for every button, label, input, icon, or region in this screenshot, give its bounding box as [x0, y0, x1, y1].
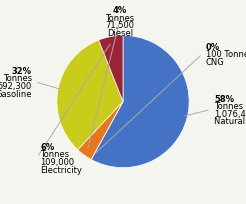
Wedge shape — [99, 36, 123, 102]
Text: CNG: CNG — [206, 58, 224, 67]
Text: 109,000: 109,000 — [40, 157, 75, 166]
Text: Tonnes: Tonnes — [40, 150, 69, 159]
Wedge shape — [91, 102, 123, 160]
Text: 32%: 32% — [12, 67, 32, 75]
Text: Tonnes: Tonnes — [3, 74, 32, 83]
Text: Gasoline: Gasoline — [0, 89, 32, 98]
Text: 71,500: 71,500 — [105, 21, 134, 30]
Text: 1,076,400: 1,076,400 — [214, 109, 246, 118]
Text: 592,300: 592,300 — [0, 82, 32, 91]
Text: Tonnes: Tonnes — [214, 102, 243, 111]
Wedge shape — [57, 41, 123, 150]
Text: Diesel: Diesel — [107, 29, 133, 38]
Text: 4%: 4% — [113, 6, 127, 15]
Text: Natural gas: Natural gas — [214, 117, 246, 126]
Wedge shape — [91, 36, 189, 168]
Text: 6%: 6% — [40, 142, 55, 151]
Text: Electricity: Electricity — [40, 165, 82, 174]
Text: 58%: 58% — [214, 94, 234, 103]
Text: Tonnes: Tonnes — [105, 13, 134, 22]
Text: 0%: 0% — [206, 43, 220, 52]
Wedge shape — [78, 102, 123, 160]
Text: 100 Tonnes: 100 Tonnes — [206, 50, 246, 59]
